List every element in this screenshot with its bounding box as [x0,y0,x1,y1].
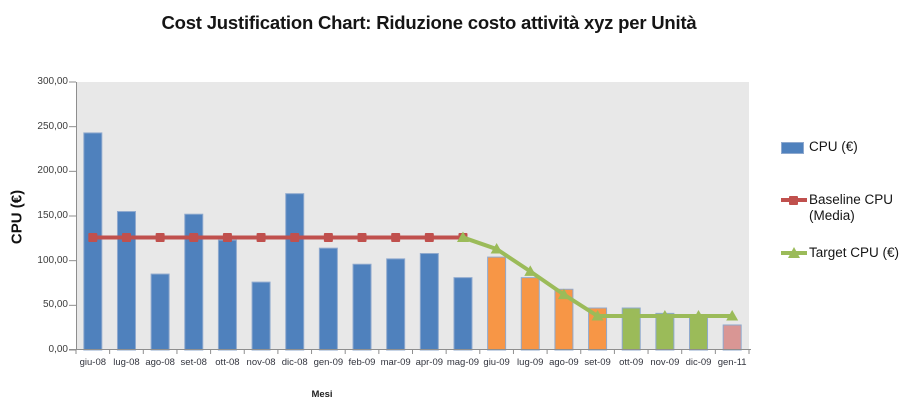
y-tick-label: 200,00 [37,165,68,177]
legend-item: CPU (€) [781,139,913,155]
bar-lug-08 [116,211,136,351]
legend-line-swatch [781,193,807,206]
x-tick-label: giu-08 [79,357,107,368]
y-tick-label: 250,00 [37,120,68,132]
x-tick-label: apr-09 [415,357,444,368]
legend-item: Target CPU (€) [781,245,913,261]
chart-title: Cost Justification Chart: Riduzione cost… [161,12,697,33]
x-tick-label: mag-09 [446,357,480,368]
baseline-marker [222,232,232,242]
baseline-marker [155,232,165,242]
y-tick-label: 150,00 [37,210,68,221]
target-marker [625,310,638,321]
bar-giu-09 [487,256,507,351]
baseline-marker [88,232,98,242]
x-tick-label: nov-08 [246,357,276,368]
target-marker [524,265,537,276]
bar-nov-08 [251,281,271,351]
y-tick-label: 50,00 [42,299,68,311]
bar-dic-08 [285,193,305,351]
bar-mar-09 [386,258,406,351]
baseline-marker [391,232,401,242]
target-marker [591,310,604,321]
plot-area [69,81,751,354]
plot-svg [69,81,751,354]
baseline-marker [121,232,131,242]
bar-mag-09 [453,277,473,351]
target-marker [692,310,705,321]
x-tick-label: lug-08 [113,357,140,368]
target-marker [456,231,469,242]
legend-label: Target CPU (€) [809,245,900,260]
y-tick-label: 0,00 [48,344,68,355]
target-marker [490,243,503,254]
baseline-marker [424,232,434,242]
baseline-marker [256,232,266,242]
y-tick-label: 300,00 [37,76,68,87]
baseline-marker [189,232,199,242]
legend-bar-swatch [781,142,804,154]
x-tick-label: ago-09 [549,357,579,368]
bar-gen-09 [318,247,338,351]
bar-lug-09 [520,277,540,351]
x-tick-label: ago-08 [145,357,175,368]
square-marker-icon [789,195,798,205]
x-tick-label: nov-09 [650,357,680,368]
target-marker [726,310,739,321]
x-tick-label: dic-08 [281,357,308,368]
y-tick-label: 100,00 [37,254,68,266]
x-tick-label: ott-09 [619,357,644,368]
legend: CPU (€) Baseline CPU (Media) Target CPU (€… [781,0,913,416]
target-marker [658,310,671,321]
x-axis-title: Mesi [311,389,333,400]
x-tick-label: gen-11 [717,357,747,368]
bar-feb-09 [352,263,372,351]
baseline-marker [357,232,367,242]
x-tick-label: gen-09 [313,357,344,368]
bar-gen-11 [722,324,742,351]
bar-ago-08 [150,273,170,351]
x-tick-label: lug-09 [517,357,544,368]
bar-apr-09 [419,253,439,351]
x-tick-label: ott-08 [215,357,240,368]
legend-line-swatch [781,246,807,259]
legend-label: Baseline CPU (Media) [809,192,894,224]
baseline-marker [323,232,333,242]
baseline-marker [290,232,300,242]
x-tick-label: dic-09 [685,357,712,368]
x-tick-label: set-08 [180,357,207,368]
bar-dic-09 [689,315,709,351]
legend-label: CPU (€) [809,139,858,154]
triangle-marker-icon [788,247,800,258]
x-tick-label: mar-09 [380,357,411,368]
bar-ott-08 [217,239,237,351]
target-marker [557,288,570,300]
x-tick-label: set-09 [584,357,611,368]
x-tick-label: feb-09 [348,357,376,368]
x-tick-label: giu-09 [483,357,510,368]
legend-item: Baseline CPU (Media) [781,192,913,224]
